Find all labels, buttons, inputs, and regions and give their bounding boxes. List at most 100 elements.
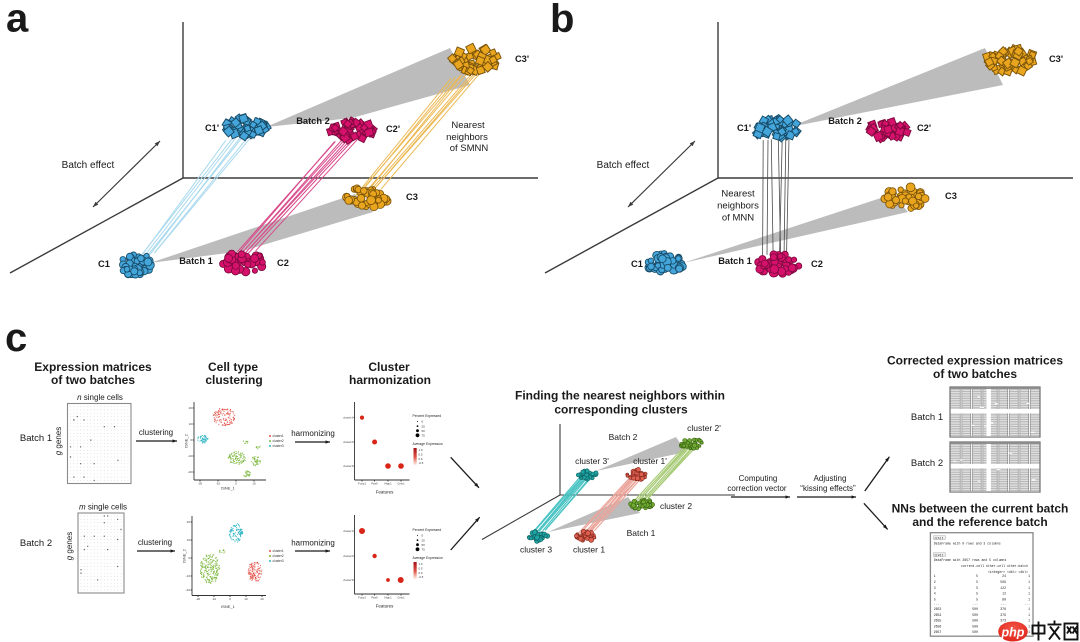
- svg-text:Cetn1: Cetn1: [397, 596, 405, 600]
- svg-text:1: 1: [1028, 592, 1030, 596]
- svg-text:DataFrame with 0 rows and 3 co: DataFrame with 0 rows and 3 columns: [934, 542, 1001, 546]
- svg-text:Pax6: Pax6: [371, 596, 378, 600]
- svg-text:2656: 2656: [934, 624, 942, 628]
- svg-text:cluster2: cluster2: [343, 554, 353, 558]
- svg-text:...: ...: [1024, 602, 1030, 606]
- svg-text:1: 1: [1028, 586, 1030, 590]
- svg-text:80: 80: [1002, 597, 1006, 601]
- svg-text:Batch effect: Batch effect: [62, 160, 115, 171]
- svg-text:harmonizing: harmonizing: [291, 539, 335, 548]
- svg-text:75: 75: [422, 548, 426, 552]
- svg-text:Batch 1: Batch 1: [179, 256, 213, 266]
- svg-text:cluster3: cluster3: [273, 559, 284, 563]
- svg-text:12: 12: [1002, 592, 1006, 596]
- svg-text:0: 0: [190, 438, 192, 442]
- svg-text:Features: Features: [376, 604, 395, 609]
- svg-text:Batch effect: Batch effect: [597, 160, 650, 171]
- svg-text:373: 373: [1000, 619, 1006, 623]
- svg-text:1: 1: [1028, 624, 1030, 628]
- svg-text:Batch 2: Batch 2: [828, 116, 862, 126]
- svg-text:cluster 2': cluster 2': [687, 423, 721, 433]
- svg-text:0: 0: [422, 420, 424, 424]
- svg-text:harmonizing: harmonizing: [291, 429, 335, 438]
- svg-text:5: 5: [976, 586, 978, 590]
- svg-text:g genes: g genes: [65, 532, 74, 560]
- svg-text:-10: -10: [212, 597, 217, 601]
- svg-text:-20: -20: [198, 482, 203, 486]
- svg-text:500: 500: [972, 624, 978, 628]
- svg-text:php: php: [1001, 626, 1025, 640]
- svg-text:1: 1: [1028, 630, 1030, 634]
- svg-text:20: 20: [189, 406, 193, 410]
- svg-text:Batch 2: Batch 2: [20, 538, 52, 549]
- svg-text:a: a: [6, 0, 29, 41]
- svg-text:Cluster: Cluster: [368, 360, 410, 374]
- svg-text:1: 1: [1028, 607, 1030, 611]
- svg-text:neighbors: neighbors: [717, 201, 759, 212]
- svg-text:harmonization: harmonization: [349, 373, 431, 387]
- svg-text:C2': C2': [917, 123, 931, 133]
- svg-text:75: 75: [422, 434, 426, 438]
- svg-text:cluster 3': cluster 3': [575, 456, 609, 466]
- svg-text:...: ...: [972, 602, 978, 606]
- svg-text:122: 122: [1000, 586, 1006, 590]
- svg-text:-10: -10: [188, 454, 193, 458]
- svg-text:1.0: 1.0: [419, 562, 423, 566]
- svg-text:b: b: [550, 0, 574, 41]
- svg-text:Cetn1: Cetn1: [397, 482, 405, 486]
- svg-text:50: 50: [422, 429, 426, 433]
- svg-text:0: 0: [235, 482, 237, 486]
- svg-text:-20: -20: [196, 597, 201, 601]
- svg-text:2653: 2653: [934, 607, 942, 611]
- svg-text:corresponding clusters: corresponding clusters: [554, 403, 688, 417]
- svg-text:Hign1: Hign1: [384, 596, 392, 600]
- svg-text:0: 0: [229, 597, 231, 601]
- svg-text:g genes: g genes: [54, 427, 63, 455]
- svg-text:C1': C1': [737, 123, 751, 133]
- svg-text:Features: Features: [376, 490, 395, 495]
- svg-text:of SMNN: of SMNN: [450, 143, 489, 154]
- svg-text:C2: C2: [811, 259, 823, 269]
- svg-text:cluster 3: cluster 3: [520, 545, 552, 555]
- svg-text:Batch 2: Batch 2: [609, 432, 638, 442]
- svg-text:Finding the nearest neighbors: Finding the nearest neighbors within: [515, 389, 725, 403]
- svg-text:“kissing effects”: “kissing effects”: [800, 484, 856, 493]
- svg-text:<integer> <dbl> <dbl>: <integer> <dbl> <dbl>: [988, 570, 1028, 574]
- svg-text:25: 25: [422, 424, 426, 428]
- svg-text:tSNE_1: tSNE_1: [221, 486, 236, 491]
- svg-text:4: 4: [934, 592, 936, 596]
- svg-text:1: 1: [1028, 574, 1030, 578]
- svg-text:2: 2: [934, 580, 936, 584]
- svg-text:...: ...: [1000, 602, 1006, 606]
- svg-text:25: 25: [422, 538, 426, 542]
- svg-text:clustering: clustering: [205, 373, 262, 387]
- svg-text:2654: 2654: [934, 613, 942, 617]
- svg-text:DataFrame with 2657 rows and 5: DataFrame with 2657 rows and 5 columns: [934, 558, 1007, 562]
- svg-text:-20: -20: [186, 588, 191, 592]
- svg-text:m single cells: m single cells: [79, 503, 127, 512]
- svg-text:cluster3: cluster3: [343, 464, 353, 468]
- svg-text:-10: -10: [186, 574, 191, 578]
- svg-text:Nearest: Nearest: [451, 120, 485, 131]
- svg-text:C3: C3: [945, 191, 957, 201]
- svg-text:cluster2: cluster2: [343, 440, 353, 444]
- svg-text:20: 20: [260, 597, 264, 601]
- svg-text:clustering: clustering: [138, 538, 172, 547]
- svg-text:Hign1: Hign1: [384, 482, 392, 486]
- svg-text:Expression matrices: Expression matrices: [34, 360, 152, 374]
- svg-text:1: 1: [1028, 580, 1030, 584]
- svg-text:n single cells: n single cells: [77, 393, 123, 402]
- svg-text:cluster3: cluster3: [273, 444, 284, 448]
- svg-text:Percent Expressed: Percent Expressed: [413, 528, 442, 532]
- svg-text:Percent Expressed: Percent Expressed: [413, 414, 442, 418]
- svg-text:0.5: 0.5: [419, 566, 423, 570]
- svg-text:tSNE_2: tSNE_2: [184, 433, 189, 448]
- svg-text:and the reference batch: and the reference batch: [912, 515, 1047, 529]
- svg-text:500: 500: [972, 607, 978, 611]
- svg-text:cluster1: cluster1: [273, 434, 284, 438]
- svg-text:0.0: 0.0: [419, 457, 423, 461]
- svg-text:Batch 2: Batch 2: [296, 116, 330, 126]
- svg-text:[[1]]: [[1]]: [934, 536, 943, 540]
- svg-text:10: 10: [252, 482, 256, 486]
- svg-text:C2': C2': [386, 124, 400, 134]
